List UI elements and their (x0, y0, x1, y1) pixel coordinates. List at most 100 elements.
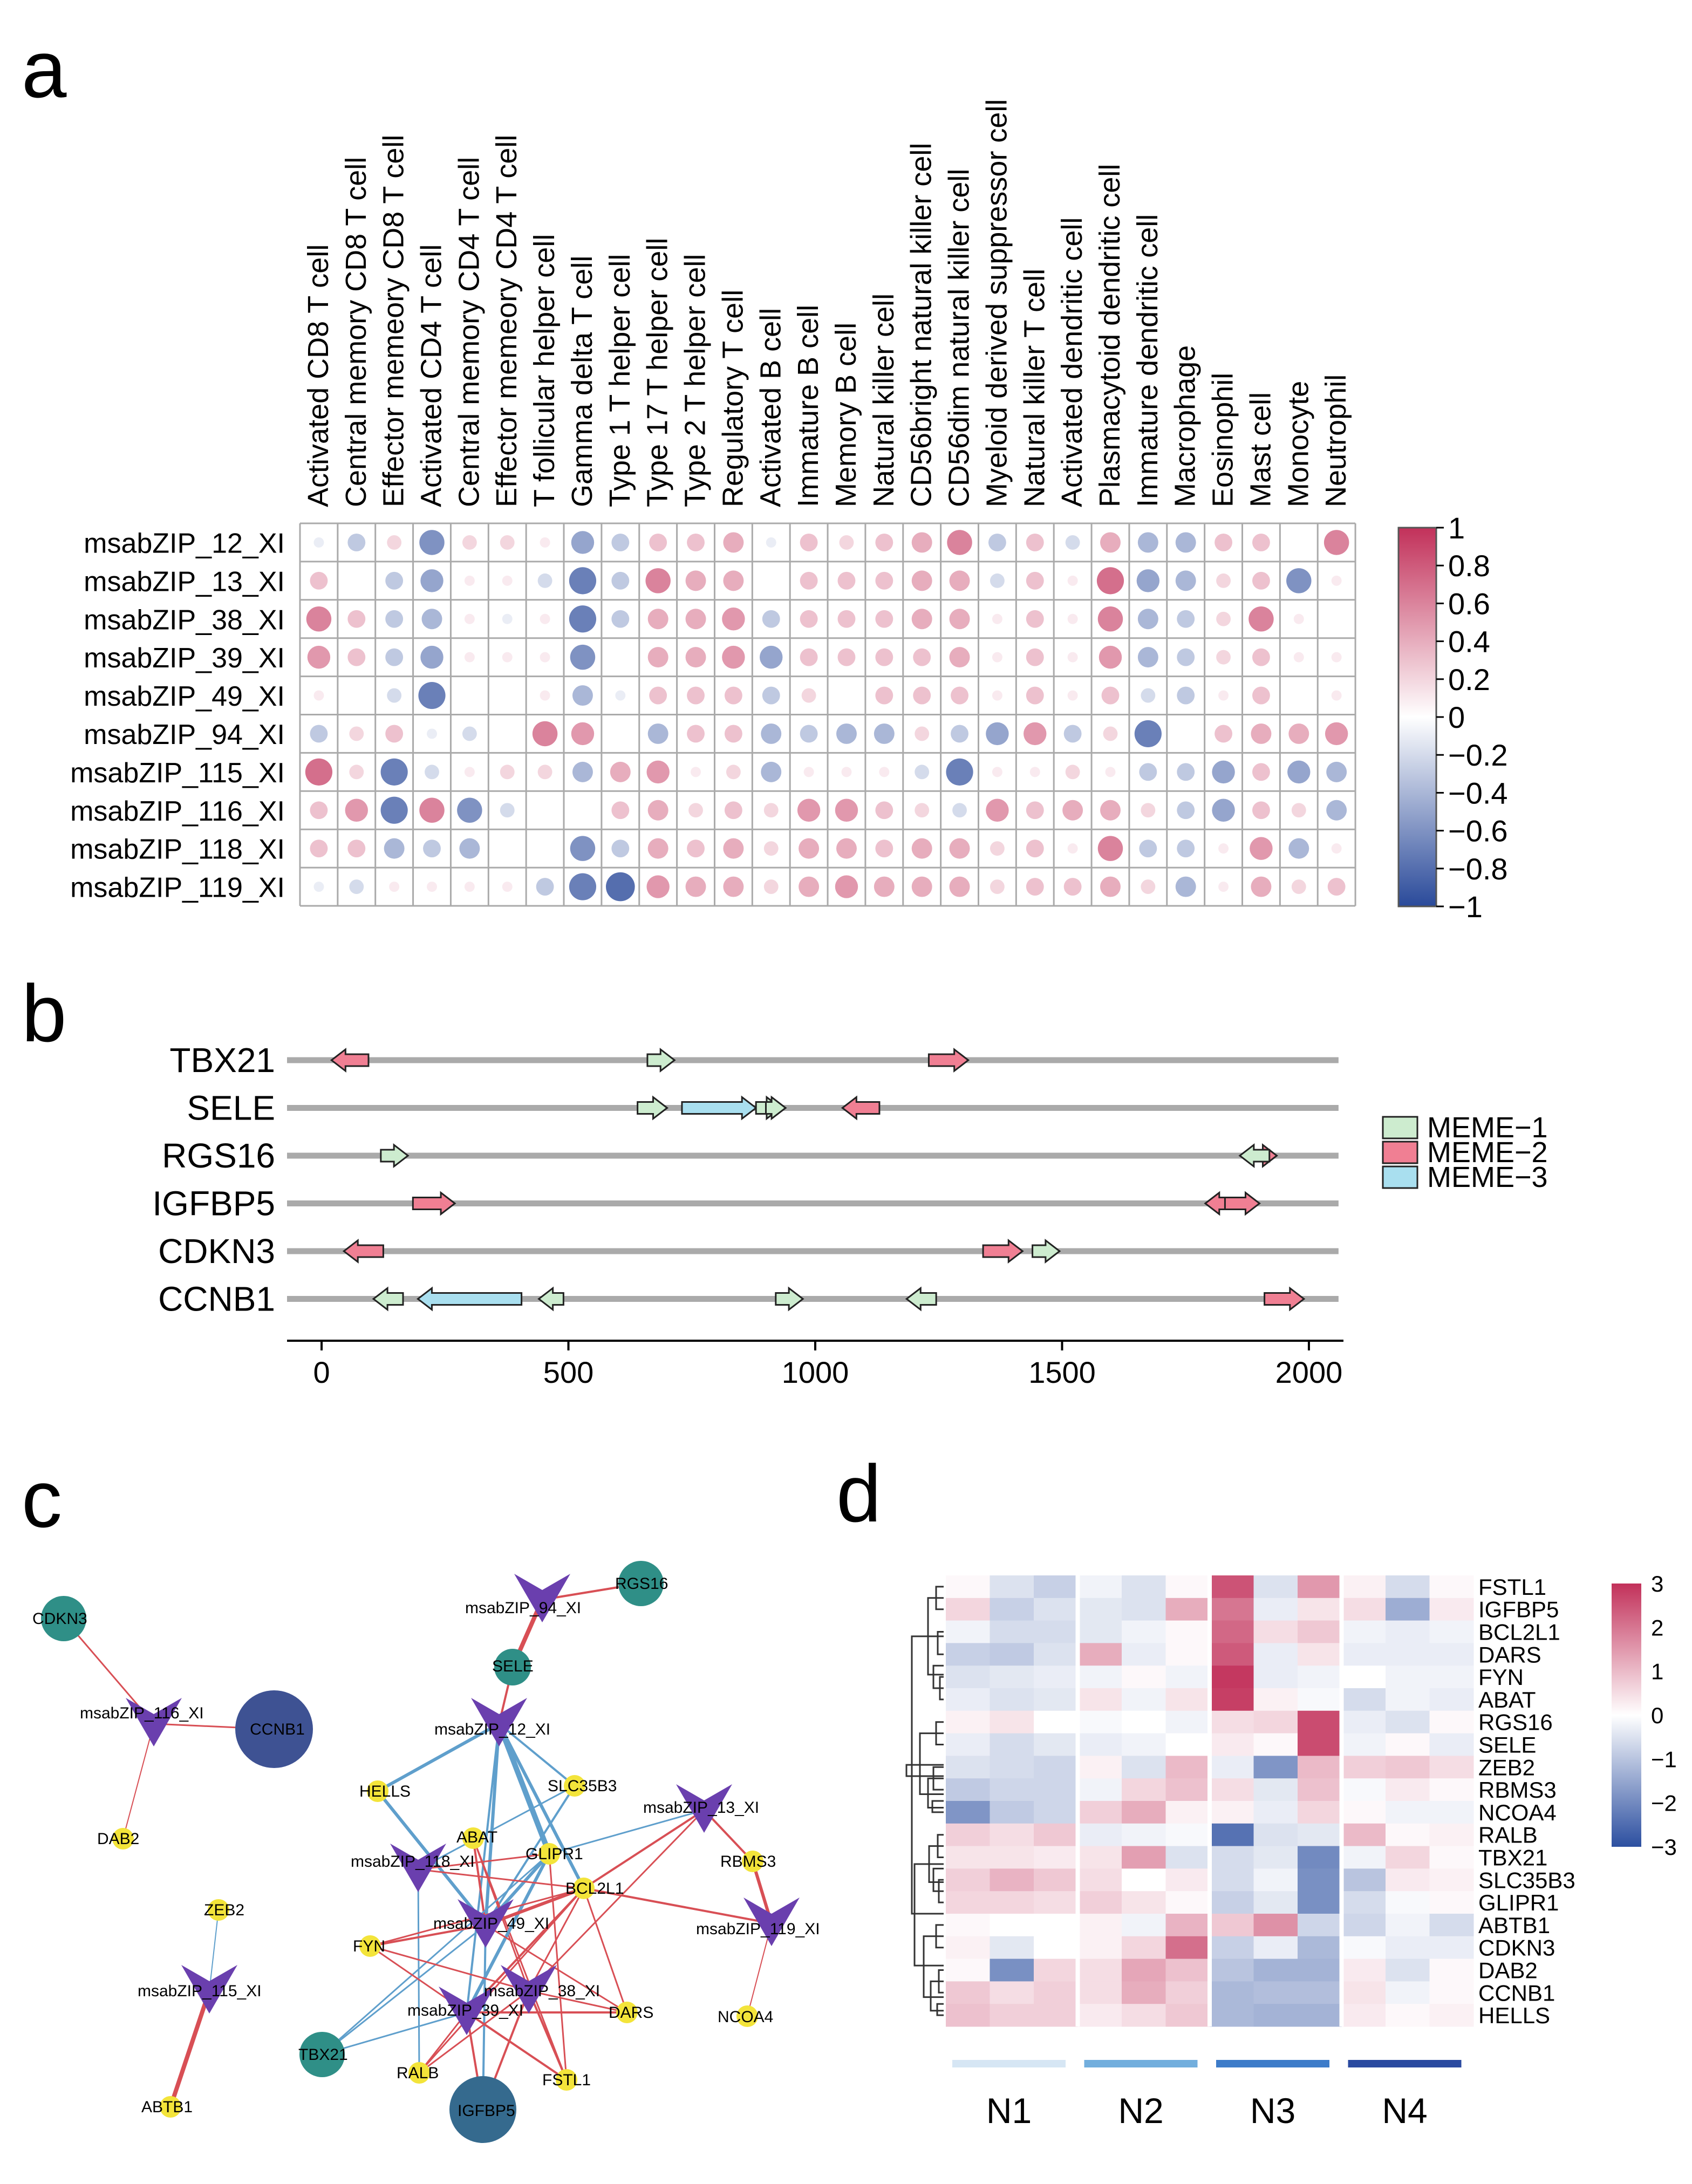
dendrogram-branch (905, 1764, 944, 1777)
correlation-dot (1218, 690, 1229, 701)
correlation-dot (800, 610, 818, 628)
heatmap-cell (1210, 1914, 1254, 1937)
correlation-dot (1252, 648, 1270, 666)
x-axis-tick-label: 500 (543, 1355, 593, 1389)
network-edge (418, 1990, 530, 2074)
column-label: Activated CD4 T cell (415, 244, 448, 507)
correlation-dot (1062, 800, 1083, 821)
heatmap-cell (1122, 1733, 1166, 1756)
gene-label: IGFBP5 (152, 1184, 275, 1223)
correlation-dot (1212, 798, 1235, 822)
heatmap-cell (1253, 1778, 1298, 1801)
network-edge (417, 1868, 420, 2074)
correlation-dot (310, 840, 328, 858)
heatmap-cell (990, 1666, 1034, 1689)
heatmap-cell (1298, 1710, 1342, 1734)
correlation-dot (839, 535, 854, 550)
correlation-dot (913, 648, 931, 666)
correlation-dot (911, 609, 932, 630)
heatmap-cell (1429, 1733, 1474, 1756)
heatmap-cell (990, 1620, 1034, 1643)
heatmap-cell (1165, 1710, 1210, 1734)
target-node (538, 1843, 560, 1865)
column-label: T follicular helper cell (528, 234, 561, 507)
correlation-dot (1137, 532, 1158, 553)
correlation-dot (685, 570, 706, 591)
correlation-dot (990, 879, 1005, 894)
node-label: msabZIP_115_XI (138, 1982, 262, 2000)
correlation-dot (875, 840, 893, 858)
heatmap-cell (1034, 1778, 1078, 1801)
heatmap-cell (1298, 1846, 1342, 1869)
tf-node (458, 1899, 514, 1948)
heatmap-cell (1298, 1936, 1342, 1960)
row-label: msabZIP_49_XI (84, 681, 285, 712)
group-gap (1339, 1575, 1344, 2026)
column-label: Regulatory T cell (717, 290, 749, 507)
correlation-dot (875, 686, 893, 705)
tf-node (501, 1965, 557, 2014)
correlation-dot (647, 609, 668, 630)
heatmap-cell (1210, 1710, 1254, 1734)
colorbar-tick-label: −0.8 (1448, 852, 1508, 886)
correlation-dot (762, 686, 780, 705)
correlation-dot (1029, 767, 1040, 777)
colorbar-tick-label: −0.2 (1448, 738, 1508, 772)
correlation-dot (1067, 613, 1078, 624)
gene-label: CDKN3 (1478, 1935, 1555, 1961)
correlation-dot (874, 876, 895, 897)
target-node (367, 1780, 388, 1802)
correlation-dot (837, 571, 856, 590)
column-label: Immature B cell (792, 305, 824, 507)
colorbar-tick-label: 0.2 (1448, 663, 1490, 697)
column-label: Mast cell (1244, 392, 1277, 507)
legend-label: MEME−2 (1427, 1136, 1548, 1169)
legend-swatch (1382, 1116, 1418, 1139)
colorbar-tick-label: 0.6 (1448, 586, 1490, 620)
heatmap-cell (1165, 2004, 1210, 2027)
row-label: msabZIP_118_XI (70, 834, 285, 865)
correlation-dot (1101, 686, 1120, 705)
tf-node (390, 1844, 446, 1892)
network-edge (209, 1909, 219, 1991)
network-edge (497, 1722, 585, 1890)
heatmap-cell (946, 1846, 990, 1869)
correlation-dot (1291, 803, 1306, 818)
correlation-dot (952, 803, 967, 818)
heatmap-cell (990, 1914, 1034, 1937)
group-label: N1 (986, 2091, 1032, 2131)
gene-label: BCL2L1 (1478, 1620, 1560, 1645)
correlation-dot (875, 801, 893, 820)
gene-label: SELE (187, 1089, 275, 1128)
correlation-dot (1097, 606, 1123, 632)
panel-d-expression-heatmap: FSTL1IGFBP5BCL2L1DARSFYNABATRGS16SELEZEB… (905, 1571, 1677, 2131)
heatmap-cell (1253, 1868, 1298, 1892)
heatmap-cell (1210, 1666, 1254, 1689)
correlation-dot (723, 876, 744, 897)
column-label: Eosinophil (1207, 373, 1239, 507)
heatmap-cell (1429, 1868, 1474, 1892)
column-label: Plasmacytoid dendritic cell (1094, 164, 1126, 507)
correlation-dot (799, 838, 820, 859)
motif-arrow (646, 1047, 676, 1073)
network-edge (417, 1785, 576, 1871)
x-axis-tick-label: 1500 (1028, 1355, 1096, 1389)
heatmap-cell (1429, 1981, 1474, 2004)
heatmap-cell (946, 1801, 990, 1824)
correlation-dot (1293, 652, 1304, 663)
correlation-dot (1063, 878, 1082, 896)
correlation-dot (537, 573, 552, 588)
heatmap-cell (1429, 1846, 1474, 1869)
correlation-dot (1325, 722, 1348, 746)
heatmap-cell (1077, 1823, 1122, 1847)
heatmap-cell (1034, 1936, 1078, 1960)
column-label: Neutrophil (1320, 374, 1352, 507)
column-label: Gamma delta T cell (566, 256, 598, 507)
tf-node (471, 1698, 527, 1746)
legend-label: MEME−1 (1427, 1111, 1548, 1144)
correlation-dot (688, 803, 703, 818)
heatmap-cell (1122, 1778, 1166, 1801)
target-node (616, 2002, 638, 2023)
node-label: msabZIP_119_XI (696, 1920, 820, 1938)
correlation-dot (836, 838, 857, 859)
